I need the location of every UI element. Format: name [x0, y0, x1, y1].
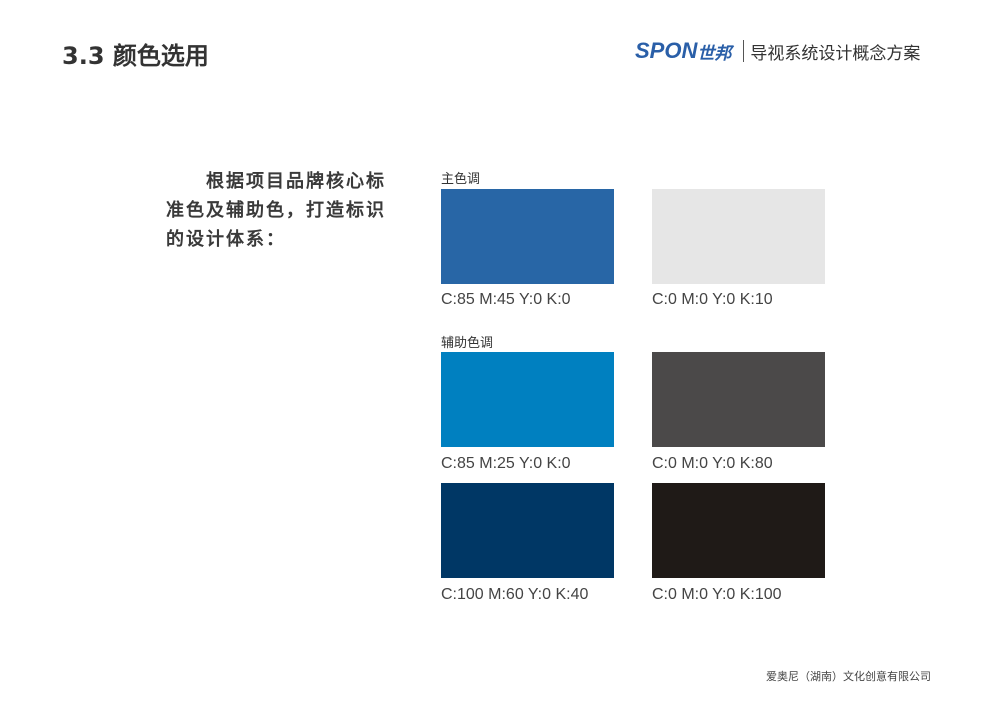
swatch-caption: C:0 M:0 Y:0 K:100: [652, 586, 782, 603]
intro-text: 根据项目品牌核心标准色及辅助色，打造标识的设计体系：: [166, 171, 386, 250]
swatch-secondary-4: [652, 483, 825, 578]
swatch-secondary-2: [652, 352, 825, 447]
swatch-secondary-1: [441, 352, 614, 447]
swatch-caption: C:85 M:45 Y:0 K:0: [441, 291, 571, 308]
swatch-secondary-3: [441, 483, 614, 578]
footer-company: 爱奥尼（湖南）文化创意有限公司: [766, 670, 931, 683]
swatch-primary-2: [652, 189, 825, 284]
brand-logo: SPON: [635, 38, 698, 63]
header-logo: SPON 世邦 导视系统设计概念方案: [635, 38, 920, 64]
brand-logo-cn: 世邦: [697, 43, 732, 64]
page-title: 3.3 颜色选用: [62, 42, 209, 70]
swatch-caption: C:100 M:60 Y:0 K:40: [441, 586, 589, 603]
swatch-caption: C:0 M:0 Y:0 K:10: [652, 291, 773, 308]
project-title: 导视系统设计概念方案: [750, 43, 921, 64]
primary-label: 主色调: [441, 172, 481, 187]
swatch-primary-1: [441, 189, 614, 284]
secondary-label: 辅助色调: [441, 336, 494, 351]
divider: [743, 40, 745, 62]
swatch-caption: C:85 M:25 Y:0 K:0: [441, 455, 571, 472]
swatch-caption: C:0 M:0 Y:0 K:80: [652, 455, 773, 472]
